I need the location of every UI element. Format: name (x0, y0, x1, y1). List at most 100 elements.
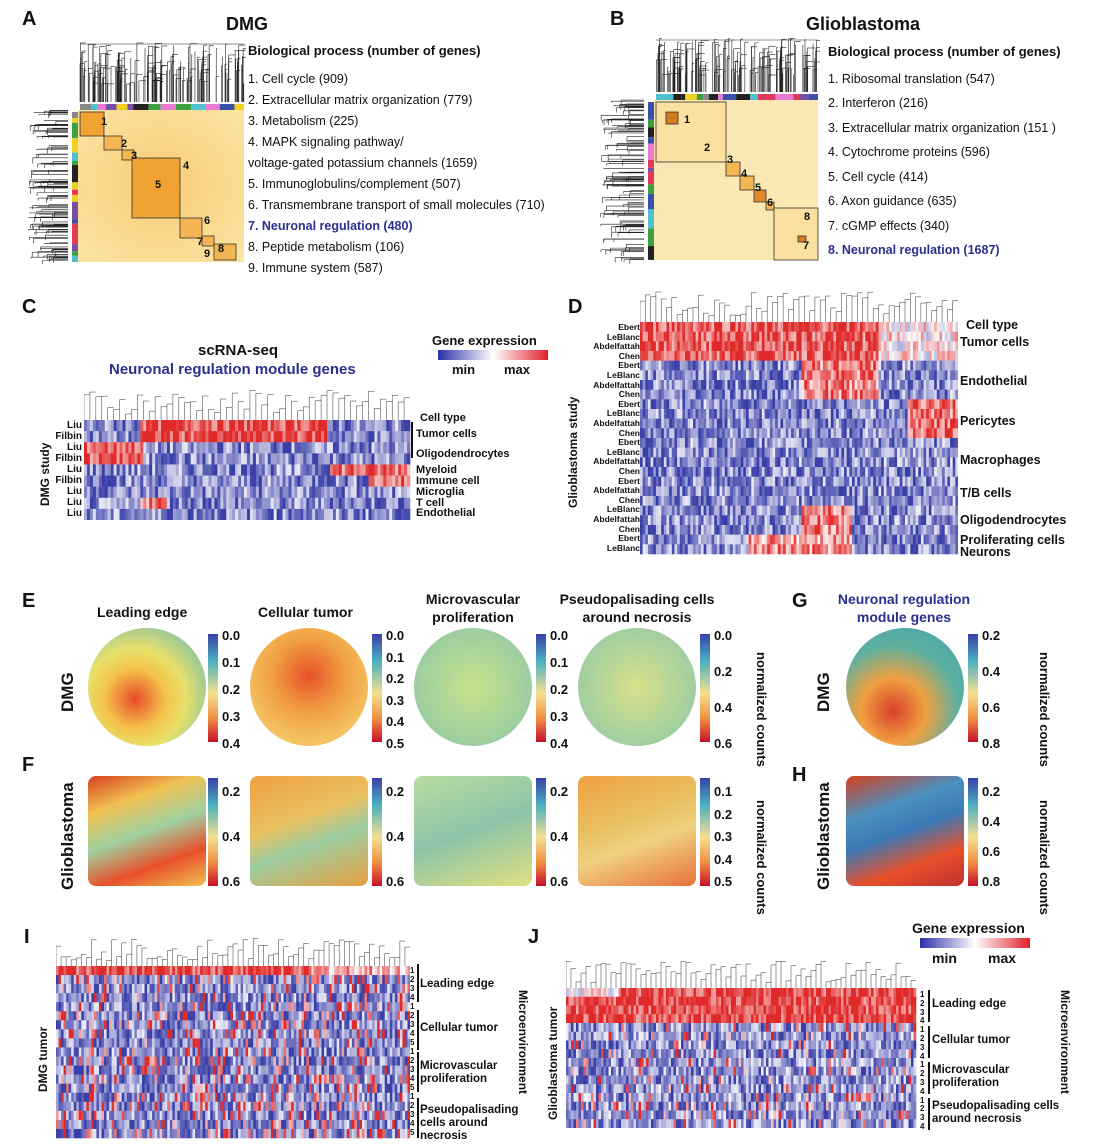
panel-g-label: G (792, 590, 808, 612)
row-number: 4 (920, 1122, 925, 1131)
celltype-label: Oligodendrocytes (960, 513, 1067, 527)
row-number: 5 (410, 1128, 415, 1137)
study-label: Ebert (618, 437, 640, 448)
study-label: Ebert (618, 533, 640, 544)
study-label: Ebert (618, 322, 640, 332)
colorbar-tick: 0.8 (982, 736, 1001, 751)
row-number: 5 (410, 1038, 415, 1047)
colorbar-tick: 0.6 (982, 844, 1001, 859)
row-label-glioblastoma: Glioblastoma (58, 782, 77, 890)
group-bracket (417, 1098, 419, 1138)
panel-c-legend-min: min (452, 362, 476, 377)
celltype-label: Tumor cells (416, 428, 477, 440)
module-num-a1: 1 (101, 116, 108, 128)
panel-j-legend-min: min (932, 950, 957, 966)
panel-a-process-list: Biological process (number of genes) 1. … (248, 40, 545, 279)
study-label: Abdelfattah (593, 456, 640, 467)
spatial-map-e3 (578, 628, 696, 746)
colorbar-tick: 0.4 (982, 814, 1001, 829)
study-label: Abdelfattah (593, 514, 640, 524)
study-label: Chen (618, 466, 640, 476)
process-item: 3. Metabolism (225) (248, 114, 359, 128)
spatial-map-e4 (846, 628, 964, 746)
study-label: LeBlanc (606, 331, 640, 342)
process-item: 7. Neuronal regulation (480) (248, 219, 413, 233)
row-number: 4 (920, 1086, 925, 1096)
left-dendrogram (28, 110, 68, 264)
process-item: 2. Extracellular matrix organization (77… (248, 93, 473, 107)
row-number: 2 (920, 1034, 925, 1043)
colorbar-e2 (536, 634, 546, 742)
row-number: 3 (920, 1078, 925, 1087)
colorbar-tick: 0.5 (386, 736, 405, 751)
colorbar-tick: 0.1 (222, 655, 241, 670)
colorbar-tick: 0.2 (550, 784, 569, 799)
process-item: voltage-gated potassium channels (1659) (248, 156, 478, 170)
spatial-map-e0 (88, 628, 206, 746)
colorbar-tick: 0.1 (714, 784, 733, 799)
celltype-label: T cell (416, 497, 445, 509)
colorbar-f2 (536, 778, 546, 886)
panel-c-heatmap (84, 390, 411, 520)
row-number: 4 (920, 1016, 925, 1026)
module-num-b5: 5 (755, 182, 762, 194)
unit-label-g: normalized counts (1037, 652, 1052, 767)
colorbar-tick: 0.2 (222, 682, 241, 697)
study-label: LeBlanc (606, 370, 640, 380)
colorbar-tick: 0.4 (714, 851, 733, 867)
panel-b-wgcna-heatmap (600, 38, 820, 264)
process-item: 9. Immune system (587) (248, 261, 383, 275)
module-num-a8: 8 (218, 243, 225, 255)
panel-d-celltype-label: Cell type (966, 318, 1019, 332)
colorbar-tick: 0.4 (550, 829, 569, 844)
study-label: LeBlanc (606, 504, 640, 515)
module-num-a4: 4 (183, 160, 190, 172)
title-leading-edge: Leading edge (97, 604, 188, 620)
panel-a-list-heading: Biological process (number of genes) (248, 43, 481, 58)
group-bracket (417, 1052, 419, 1092)
study-label: Chen (618, 523, 640, 534)
process-item: 8. Peptide metabolism (106) (248, 240, 405, 254)
group-label: Microvascular proliferation (420, 1060, 498, 1085)
group-bracket (928, 1062, 930, 1094)
process-item: 5. Cell cycle (414) (828, 169, 929, 184)
colorbar-tick: 0.4 (222, 736, 241, 751)
module-num-b4: 4 (741, 168, 748, 180)
colorbar-tick: 0.4 (386, 714, 405, 730)
row-number: 2 (410, 1056, 415, 1065)
title-microvascular: Microvascular proliferation (425, 591, 521, 625)
study-label: LeBlanc (606, 542, 640, 553)
colorbar-tick: 0.3 (386, 692, 405, 708)
module-num-a9: 9 (204, 248, 211, 260)
row-number: 1 (410, 966, 415, 975)
panel-h-label: H (792, 764, 807, 786)
spatial-map-f0 (88, 776, 206, 886)
row-number: 1 (920, 990, 925, 999)
row-number: 1 (920, 1060, 925, 1070)
study-label: Liu (67, 486, 82, 497)
unit-label-f: normalized counts (754, 800, 769, 915)
row-number: 2 (920, 998, 925, 1008)
panel-j-legend-max: max (988, 950, 1017, 966)
row-number: 3 (410, 1020, 415, 1029)
process-item: 6. Transmembrane transport of small mole… (248, 198, 545, 212)
colorbar-e3 (700, 634, 710, 742)
module-num-a5: 5 (155, 179, 162, 191)
spatial-map-f3 (578, 776, 696, 886)
row-number: 3 (920, 1007, 925, 1017)
celltype-label: Macrophages (960, 453, 1041, 467)
spatial-map-e1 (250, 628, 368, 746)
colorbar-tick: 0.6 (386, 874, 405, 889)
colorbar-tick: 0.4 (550, 736, 569, 751)
process-item: 7. cGMP effects (340) (828, 218, 950, 233)
panel-j-legend-bar (920, 938, 1030, 948)
process-item: 4. MAPK signaling pathway/ (248, 135, 404, 149)
study-label: Filbin (55, 453, 82, 464)
module-num-b6: 6 (767, 197, 774, 209)
study-label: LeBlanc (606, 446, 640, 457)
module-num-b1: 1 (684, 114, 691, 126)
study-label: Chen (618, 350, 640, 361)
row-number: 1 (410, 1092, 415, 1101)
colorbar-tick: 0.2 (714, 664, 733, 679)
row-number: 4 (410, 1029, 415, 1038)
